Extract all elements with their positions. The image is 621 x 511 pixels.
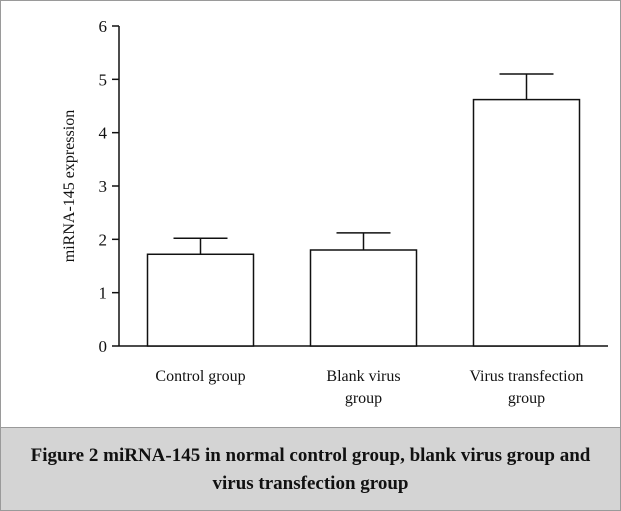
y-axis-label: miRNA-145 expression xyxy=(61,110,78,262)
y-tick-label: 6 xyxy=(99,17,108,36)
y-tick-label: 5 xyxy=(99,70,108,89)
x-tick-label: Control group xyxy=(155,368,245,385)
bar xyxy=(472,98,581,347)
y-tick-label: 1 xyxy=(99,284,108,303)
y-tick-label: 2 xyxy=(99,230,108,249)
bar xyxy=(309,249,418,347)
x-tick-label: Virus transfection group xyxy=(469,368,583,407)
y-tick-label: 3 xyxy=(99,177,108,196)
y-tick-label: 4 xyxy=(99,124,108,143)
bar xyxy=(146,253,255,347)
bar-chart: 0 1 2 3 4 5 6 miRNA-145 expression Control group… xyxy=(61,17,608,407)
figure-caption: Figure 2 miRNA-145 in normal control gro… xyxy=(30,445,591,494)
y-tick-label: 0 xyxy=(99,337,108,356)
caption-band: Figure 2 miRNA-145 in normal control gro… xyxy=(1,427,620,510)
x-tick-label: Blank virus group xyxy=(326,368,400,407)
